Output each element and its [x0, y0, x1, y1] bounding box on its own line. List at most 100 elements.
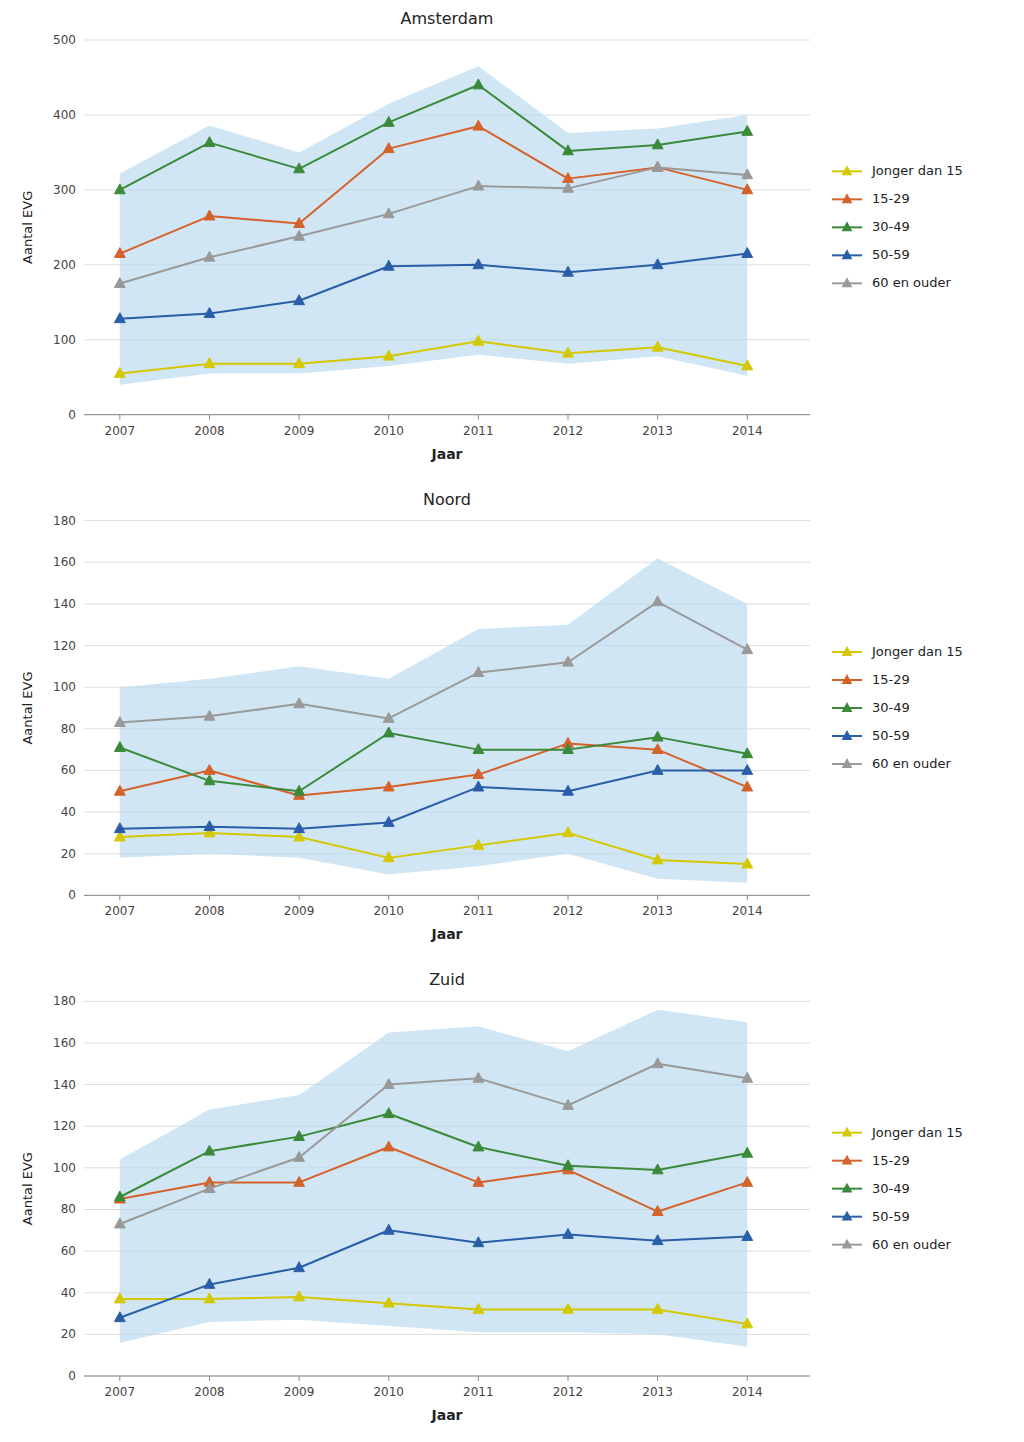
marker [204, 1278, 215, 1288]
x-tick-label: 2011 [463, 904, 494, 918]
marker [473, 1303, 484, 1313]
marker [742, 644, 753, 654]
x-tick-label: 2007 [105, 904, 136, 918]
y-tick-label: 200 [53, 258, 76, 272]
legend-marker [842, 1183, 853, 1193]
marker [652, 854, 663, 864]
y-tick-label: 140 [53, 597, 76, 611]
x-tick [299, 1376, 300, 1381]
marker [652, 1164, 663, 1174]
legend-label: Jonger dan 15 [871, 644, 963, 659]
x-tick [568, 1376, 569, 1381]
marker [742, 858, 753, 868]
marker [383, 1297, 394, 1307]
x-tick-label: 2012 [553, 1385, 584, 1399]
marker [114, 742, 125, 752]
marker [204, 251, 215, 261]
series-line [120, 833, 747, 864]
legend: Jonger dan 1515-2930-4950-5960 en ouder [832, 1125, 963, 1252]
marker [563, 266, 574, 276]
y-tick-label: 160 [53, 555, 76, 569]
marker [114, 248, 125, 258]
marker [652, 764, 663, 774]
legend-label: 15-29 [872, 191, 910, 206]
chart-title: Zuid [429, 970, 465, 989]
x-tick-label: 2009 [284, 424, 315, 438]
marker [473, 1141, 484, 1151]
marker [563, 145, 574, 155]
marker [742, 748, 753, 758]
figure: Amsterdam0100200300400500Aantal EVG20072… [0, 0, 1024, 1442]
y-tick-label: 0 [68, 408, 76, 422]
series-line [120, 167, 747, 283]
marker [383, 727, 394, 737]
marker [114, 313, 125, 323]
x-tick-label: 2010 [373, 1385, 404, 1399]
marker [652, 259, 663, 269]
marker [742, 360, 753, 370]
series-line [120, 85, 747, 190]
series-line [120, 1114, 747, 1197]
marker [652, 161, 663, 171]
plot-area [114, 558, 752, 883]
legend: Jonger dan 1515-2930-4950-5960 en ouder [832, 644, 963, 771]
marker [204, 1145, 215, 1155]
legend-marker [842, 1155, 853, 1165]
x-tick-label: 2008 [194, 904, 225, 918]
x-tick-label: 2012 [553, 904, 584, 918]
grid-line [84, 1376, 810, 1377]
band [120, 558, 747, 883]
x-tick [657, 1376, 658, 1381]
marker [204, 210, 215, 220]
marker [473, 259, 484, 269]
legend-label: 50-59 [872, 1209, 910, 1224]
marker [383, 1224, 394, 1234]
marker [742, 125, 753, 135]
marker [114, 1293, 125, 1303]
x-tick [299, 415, 300, 420]
marker [383, 208, 394, 218]
x-tick-label: 2011 [463, 424, 494, 438]
marker [742, 169, 753, 179]
x-tick [747, 1376, 748, 1381]
x-tick [299, 895, 300, 900]
legend-label: 60 en ouder [872, 1237, 951, 1252]
y-tick-label: 60 [61, 1244, 76, 1258]
panel: Noord020406080100120140160180Aantal EVG2… [20, 490, 963, 943]
marker [114, 717, 125, 727]
y-tick-label: 20 [61, 1327, 76, 1341]
marker [294, 1176, 305, 1186]
y-axis-label: Aantal EVG [20, 191, 35, 264]
marker [294, 218, 305, 228]
x-tick [657, 895, 658, 900]
marker [294, 358, 305, 368]
y-tick-label: 300 [53, 183, 76, 197]
x-tick [209, 895, 210, 900]
y-tick-label: 60 [61, 763, 76, 777]
legend-label: 60 en ouder [872, 275, 951, 290]
marker [652, 1303, 663, 1313]
legend-label: 30-49 [872, 1181, 910, 1196]
series-line [120, 770, 747, 828]
legend-marker [842, 249, 853, 259]
marker [563, 1303, 574, 1313]
y-tick-label: 120 [53, 1119, 76, 1133]
y-axis-label: Aantal EVG [20, 1152, 35, 1225]
grid-line [84, 414, 810, 415]
legend-marker [842, 165, 853, 175]
y-tick-label: 100 [53, 680, 76, 694]
y-tick-label: 500 [53, 33, 76, 47]
plot-area [114, 1010, 752, 1347]
marker [742, 1176, 753, 1186]
panel: Zuid020406080100120140160180Aantal EVG20… [20, 970, 963, 1423]
legend-marker [842, 1127, 853, 1137]
band [120, 66, 747, 384]
legend-marker [842, 702, 853, 712]
x-tick-label: 2013 [642, 424, 673, 438]
marker [204, 764, 215, 774]
marker [473, 120, 484, 130]
marker [473, 781, 484, 791]
x-tick-label: 2013 [642, 1385, 673, 1399]
marker [204, 308, 215, 318]
marker [473, 839, 484, 849]
